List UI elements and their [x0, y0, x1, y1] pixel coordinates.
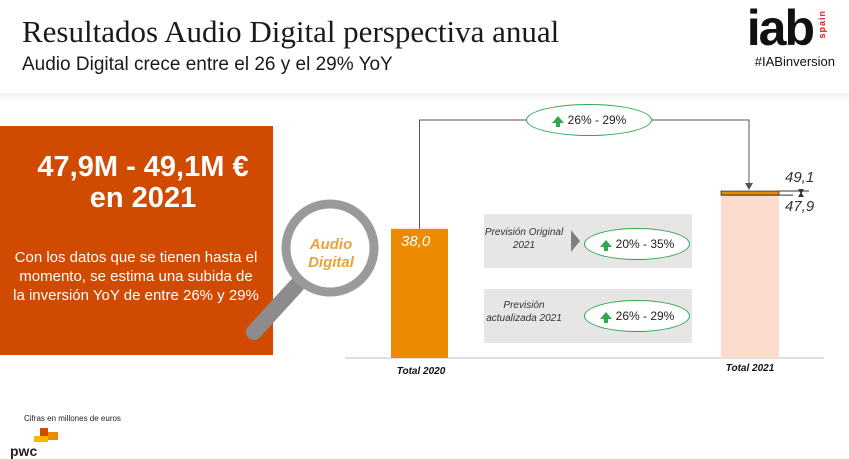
bar-label-2021-high: 49,1 [785, 169, 815, 187]
highlight-box [0, 126, 273, 355]
growth-pill-updated: 26% - 29% [584, 300, 690, 332]
highlight-value-range: 47,9M - 49,1M € [37, 151, 249, 183]
iab-spain-logo: iab spain #IABinversion [725, 0, 835, 74]
up-arrow-icon [599, 311, 612, 323]
range-bracket-icon [779, 189, 809, 198]
highlight-value: 47,9M - 49,1M € en 2021 [8, 152, 278, 214]
bar-label-2021-low: 47,9 [785, 198, 815, 216]
up-arrow-icon [551, 115, 564, 127]
category-label-2020: Total 2020 [396, 366, 446, 377]
header-divider [0, 93, 849, 103]
forecast-original-label: Previsión Original 2021 [484, 227, 564, 251]
pwc-logo-mark-icon [48, 432, 58, 440]
category-label-2021: Total 2021 [725, 363, 775, 374]
bar-total-2021-range [721, 195, 779, 358]
growth-pill-overall: 26% - 29% [526, 104, 652, 136]
forecast-updated-label: Previsión actualizada 2021 [486, 300, 562, 324]
pwc-logo-mark-icon [40, 428, 48, 436]
chevron-right-icon [571, 230, 580, 252]
magnifying-glass-icon [246, 199, 379, 340]
bar-label-2020: 38,0 [401, 232, 431, 250]
growth-pill-original: 20% - 35% [584, 228, 690, 260]
highlight-description: Con los datos que se tienen hasta el mom… [13, 249, 259, 304]
up-arrow-icon [599, 239, 612, 251]
magnifier-label: Audio Digital [308, 236, 354, 271]
bar-total-2020 [391, 228, 448, 358]
iab-logo-text: iab [746, 0, 815, 56]
highlight-year: en 2021 [89, 182, 197, 214]
connector-arrowhead-icon [745, 183, 753, 191]
page-title: Resultados Audio Digital perspectiva anu… [22, 14, 560, 49]
units-footnote: Cifras en millones de euros [24, 414, 121, 423]
hashtag-label: #IABinversion [754, 54, 835, 69]
pwc-logo-mark-icon [34, 436, 48, 442]
page-subtitle: Audio Digital crece entre el 26 y el 29%… [22, 54, 393, 75]
pwc-logo-text: pwc [10, 443, 38, 459]
